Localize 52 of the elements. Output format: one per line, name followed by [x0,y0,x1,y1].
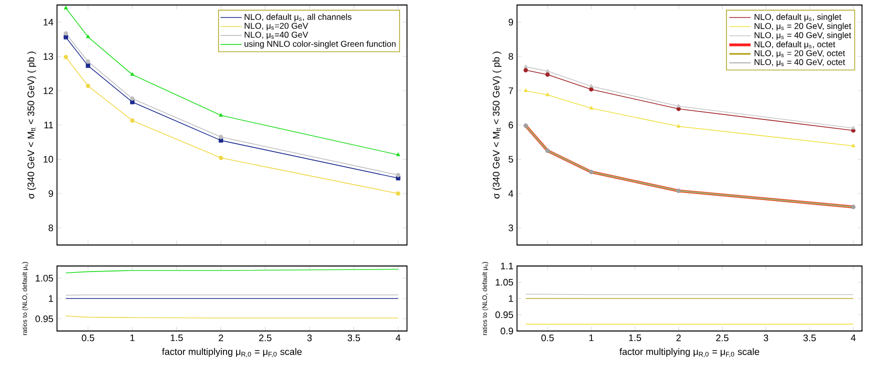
y-tick-label: 10 [44,156,54,163]
y-axis-title: σ (340 GeV < M$_{tt}$ < 350 GeV) ( pb ) [492,52,502,199]
y-tick-label: 12 [44,87,54,94]
y-tick-label: 8 [48,224,54,232]
y-tick-label: 13 [44,53,54,60]
x-axis-title: factor multiplying μ$_{R,0}$ = μ$_{F,0}$ scale [620,348,760,358]
x-tick-label: 2 [218,334,224,342]
y-tick-label: 9 [508,18,514,26]
legend-label: NLO, default μ$_{s}$, all channels [244,14,352,22]
y-tick-label: 0.95 [495,311,514,318]
y-tick-label: 1.1 [501,262,514,270]
y-tick-label: 4 [508,190,514,197]
x-tick-label: 3 [307,334,312,342]
y-tick-label: 9 [48,190,54,197]
legend-label: NLO, μ$_{s}$ = 40 GeV, octet [754,59,846,67]
x-tick-label: 3.5 [348,334,360,342]
legend-label: NLO, μ$_{s}$=20 GeV [244,22,308,30]
legend-label: NLO, μ$_{s}$ = 20 GeV, singlet [754,22,852,31]
y-tick-label: 5 [508,156,514,163]
x-tick-label: 2.5 [259,334,272,342]
y-tick-label: 1 [48,295,54,302]
y-tick-label: 1 [508,295,514,302]
x-tick-label: 1 [130,334,134,342]
x-tick-label: 1 [589,334,594,342]
x-tick-label: 4 [396,334,400,342]
legend-label: using NNLO color-singlet Green function [244,40,396,49]
legend-label: NLO, default μ$_{s}$, singlet [754,14,842,22]
legend-label: NLO, μ$_{s}$ = 40 GeV, singlet [754,32,852,40]
legend-label: NLO, default μ$_{s}$, octet [754,41,836,49]
x-axis-title: factor multiplying μ$_{R,0}$ = μ$_{F,0}$ scale [162,348,302,358]
x-tick-label: 2 [676,334,681,342]
y-tick-label: 7 [508,87,514,94]
x-tick-label: 1.5 [629,334,642,342]
x-tick-label: 4 [850,334,856,342]
x-tick-label: 0.5 [541,334,554,342]
x-tick-label: 2.5 [716,334,728,342]
y-tick-label: 0.9 [500,328,514,334]
y-tick-label: 1.05 [496,278,514,286]
x-tick-label: 3.5 [803,334,816,342]
legend-label: NLO, μ$_{s}$=40 GeV [244,32,308,40]
x-tick-label: 1.5 [170,334,183,342]
legend-label: NLO, μ$_{s}$ = 20 GeV, octet [754,50,846,58]
y-tick-label: 6 [508,122,514,128]
y-tick-label: 8 [508,53,514,60]
x-tick-label: 0.5 [82,334,94,342]
y-axis-title: σ (340 GeV < M$_{tt}$ < 350 GeV) ( pb ) [27,52,36,199]
y-tick-label: 0.95 [35,315,54,322]
x-tick-label: 3 [764,334,768,342]
y-tick-label: 3 [508,224,514,232]
y-tick-label: 1.05 [36,274,54,282]
y-tick-label: 11 [44,122,54,128]
y-tick-label: 14 [44,18,54,26]
